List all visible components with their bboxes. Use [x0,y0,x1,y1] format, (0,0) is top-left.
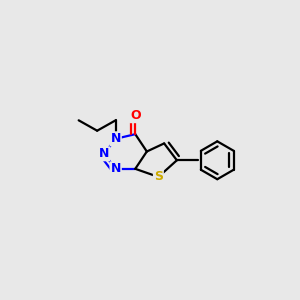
Text: O: O [130,109,141,122]
Text: N: N [110,132,121,145]
Text: N: N [110,162,121,175]
Text: S: S [154,170,163,183]
Text: N: N [99,147,109,160]
